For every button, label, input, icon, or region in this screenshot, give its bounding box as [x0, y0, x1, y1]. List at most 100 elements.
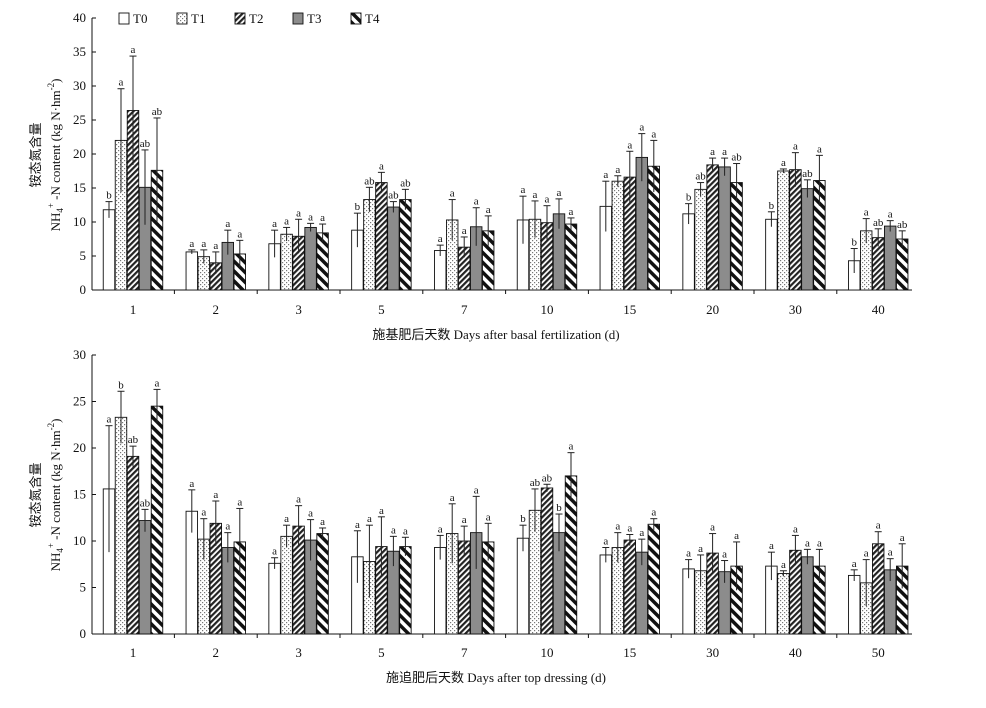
- legend-swatch-t1: [176, 12, 188, 25]
- significance-label: a: [320, 212, 325, 224]
- x-tick-label: 10: [541, 302, 554, 317]
- significance-label: ab: [695, 171, 706, 183]
- legend-swatch-t2: [234, 12, 246, 25]
- significance-label: a: [474, 484, 479, 496]
- significance-label: a: [651, 128, 656, 140]
- significance-label: ab: [542, 472, 553, 484]
- bar-t0: [102, 209, 116, 291]
- legend-label-t2: T2: [249, 11, 263, 26]
- significance-label: a: [781, 157, 786, 169]
- significance-label: a: [781, 559, 786, 571]
- significance-label: ab: [873, 217, 884, 229]
- significance-label: a: [876, 520, 881, 532]
- significance-label: a: [545, 194, 550, 206]
- bar-t1: [114, 416, 128, 635]
- significance-label: a: [438, 523, 443, 535]
- significance-label: a: [308, 211, 313, 223]
- significance-label: b: [520, 513, 526, 525]
- bar-t0: [434, 547, 447, 635]
- legend-label-t0: T0: [133, 11, 147, 26]
- significance-label: b: [118, 379, 124, 391]
- significance-label: a: [391, 524, 396, 536]
- significance-label: a: [864, 207, 869, 219]
- y-tick-label: 10: [73, 533, 86, 548]
- x-tick-label: 7: [461, 302, 468, 317]
- significance-label: a: [817, 143, 822, 155]
- significance-label: a: [462, 225, 467, 237]
- bar-t1: [777, 573, 790, 635]
- significance-label: a: [379, 505, 384, 517]
- significance-label: a: [225, 521, 230, 533]
- significance-label: a: [710, 146, 715, 158]
- y-tick-label: 35: [73, 44, 86, 59]
- x-axis-title: 施基肥后天数 Days after basal fertilization (d…: [372, 327, 619, 342]
- y-tick-label: 20: [73, 146, 86, 161]
- bar-t2: [789, 169, 802, 291]
- y-tick-label: 25: [73, 394, 86, 409]
- y-tick-label: 30: [73, 347, 86, 362]
- significance-label: a: [793, 141, 798, 153]
- significance-label: a: [615, 164, 620, 176]
- legend-swatch-t0: [118, 12, 130, 25]
- legend-label-t4: T4: [365, 11, 380, 26]
- bar-t1: [280, 233, 293, 291]
- significance-label: a: [474, 196, 479, 208]
- significance-label: ab: [388, 190, 399, 202]
- x-axis-title: 施追肥后天数 Days after top dressing (d): [386, 670, 606, 685]
- significance-label: a: [462, 514, 467, 526]
- significance-label: b: [769, 200, 775, 212]
- significance-label: a: [769, 540, 774, 552]
- significance-label: a: [569, 441, 574, 453]
- significance-label: a: [284, 215, 289, 227]
- significance-label: ab: [897, 219, 908, 231]
- significance-label: a: [201, 507, 206, 519]
- bar-t3: [718, 166, 731, 291]
- significance-label: a: [900, 532, 905, 544]
- bar-t4: [399, 546, 412, 635]
- x-tick-label: 3: [295, 645, 302, 660]
- y-tick-label: 15: [73, 487, 86, 502]
- significance-label: ab: [364, 175, 375, 187]
- significance-label: a: [888, 209, 893, 221]
- significance-label: a: [403, 525, 408, 537]
- significance-label: a: [201, 238, 206, 250]
- significance-label: ab: [400, 177, 411, 189]
- x-tick-label: 2: [213, 645, 220, 660]
- significance-label: ab: [530, 477, 541, 489]
- significance-label: a: [888, 547, 893, 559]
- significance-label: a: [379, 160, 384, 172]
- bar-t2: [540, 487, 554, 635]
- significance-label: a: [805, 537, 810, 549]
- x-tick-label: 3: [295, 302, 302, 317]
- bar-t0: [516, 537, 530, 635]
- significance-label: a: [355, 519, 360, 531]
- significance-label: a: [639, 527, 644, 539]
- bar-t4: [564, 475, 578, 635]
- chart-panel-topdressing: 铵态氮含量 NH4+ -N content (kg N·hm-2) 施追肥后天数…: [28, 347, 912, 685]
- bar-t3: [884, 225, 897, 291]
- y-tick-label: 5: [80, 580, 87, 595]
- bar-t0: [268, 562, 281, 635]
- y-axis-title-en: NH4+ -N content (kg N·hm-2): [46, 419, 65, 572]
- significance-label: a: [155, 377, 160, 389]
- y-tick-label: 30: [73, 78, 86, 93]
- significance-label: a: [272, 546, 277, 558]
- legend-label-t3: T3: [307, 11, 321, 26]
- bar-t3: [801, 556, 814, 635]
- significance-label: ab: [802, 168, 813, 180]
- bar-t0: [185, 251, 199, 291]
- significance-label: a: [651, 507, 656, 519]
- x-tick-label: 40: [872, 302, 885, 317]
- significance-label: a: [521, 184, 526, 196]
- significance-label: a: [450, 492, 455, 504]
- bar-t1: [280, 535, 293, 635]
- x-tick-label: 50: [872, 645, 885, 660]
- significance-label: a: [722, 549, 727, 561]
- significance-label: a: [272, 218, 277, 230]
- significance-label: a: [296, 207, 301, 219]
- significance-label: a: [438, 233, 443, 245]
- x-tick-label: 1: [130, 645, 137, 660]
- significance-label: a: [627, 522, 632, 534]
- bar-t0: [599, 554, 612, 635]
- significance-label: a: [237, 496, 242, 508]
